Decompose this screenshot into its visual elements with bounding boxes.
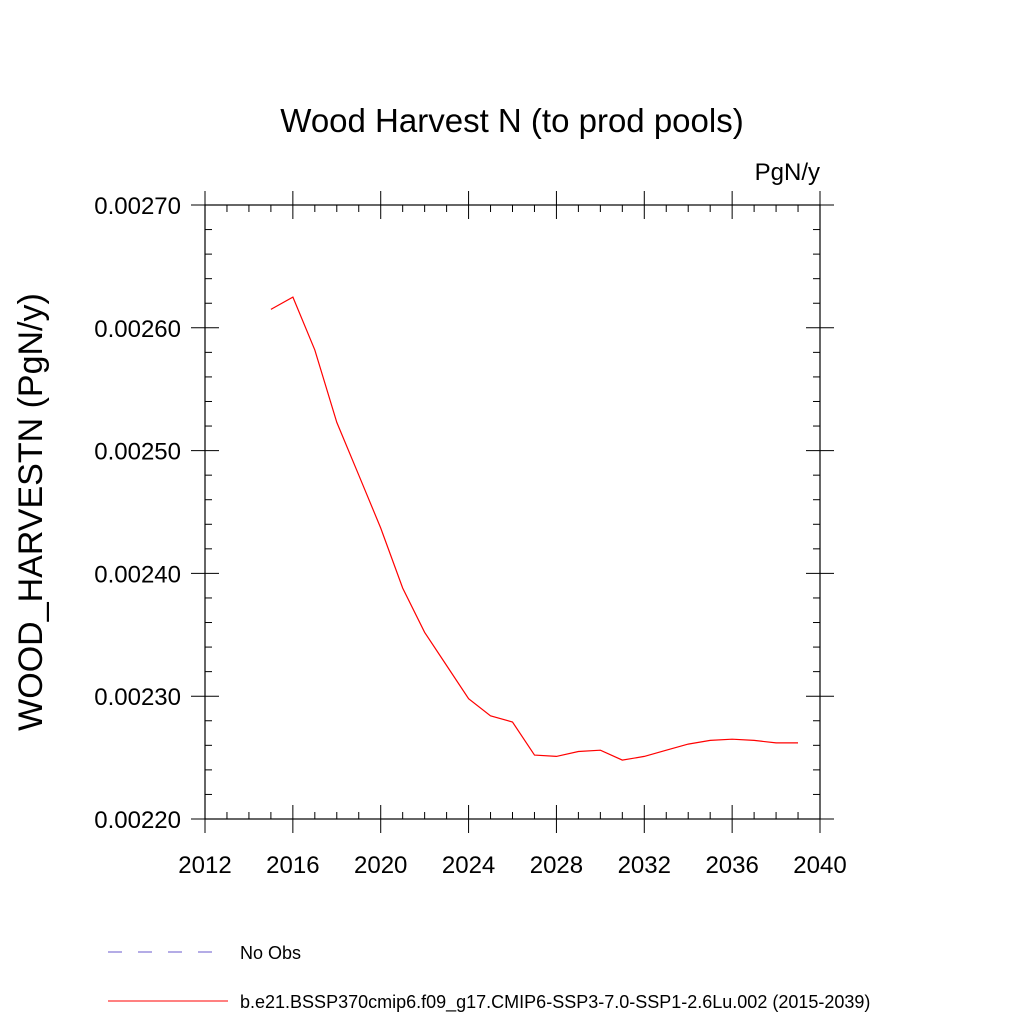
x-tick-label: 2016 [266,852,319,879]
x-tick-label: 2036 [705,852,758,879]
x-tick-label: 2040 [793,852,846,879]
legend-label: b.e21.BSSP370cmip6.f09_g17.CMIP6-SSP3-7.… [240,992,870,1013]
x-tick-label: 2032 [618,852,671,879]
x-tick-label: 2012 [178,852,231,879]
axis-ticks [191,191,834,833]
series-layer [270,296,798,761]
legend: No Obs b.e21.BSSP370cmip6.f09_g17.CMIP6-S… [108,943,870,1013]
y-tick-label: 0.00230 [94,684,181,711]
x-tick-label: 2020 [354,852,407,879]
y-tick-label: 0.00260 [94,316,181,343]
x-tick-label: 2024 [442,852,495,879]
x-tick-label: 2028 [530,852,583,879]
legend-label: No Obs [240,943,301,963]
y-axis-label: WOOD_HARVESTN (PgN/y) [12,293,50,731]
y-tick-label: 0.00250 [94,439,181,466]
y-tick-label: 0.00220 [94,807,181,834]
units-label: PgN/y [755,159,820,186]
axis-tick-labels: 2012 2016 2020 2024 2028 2032 2036 2040 0.00220 0… [94,193,846,879]
y-tick-label: 0.00270 [94,193,181,220]
plot-frame [204,204,821,820]
series-line [270,296,798,761]
y-tick-label: 0.00240 [94,561,181,588]
chart-title: Wood Harvest N (to prod pools) [280,102,743,139]
